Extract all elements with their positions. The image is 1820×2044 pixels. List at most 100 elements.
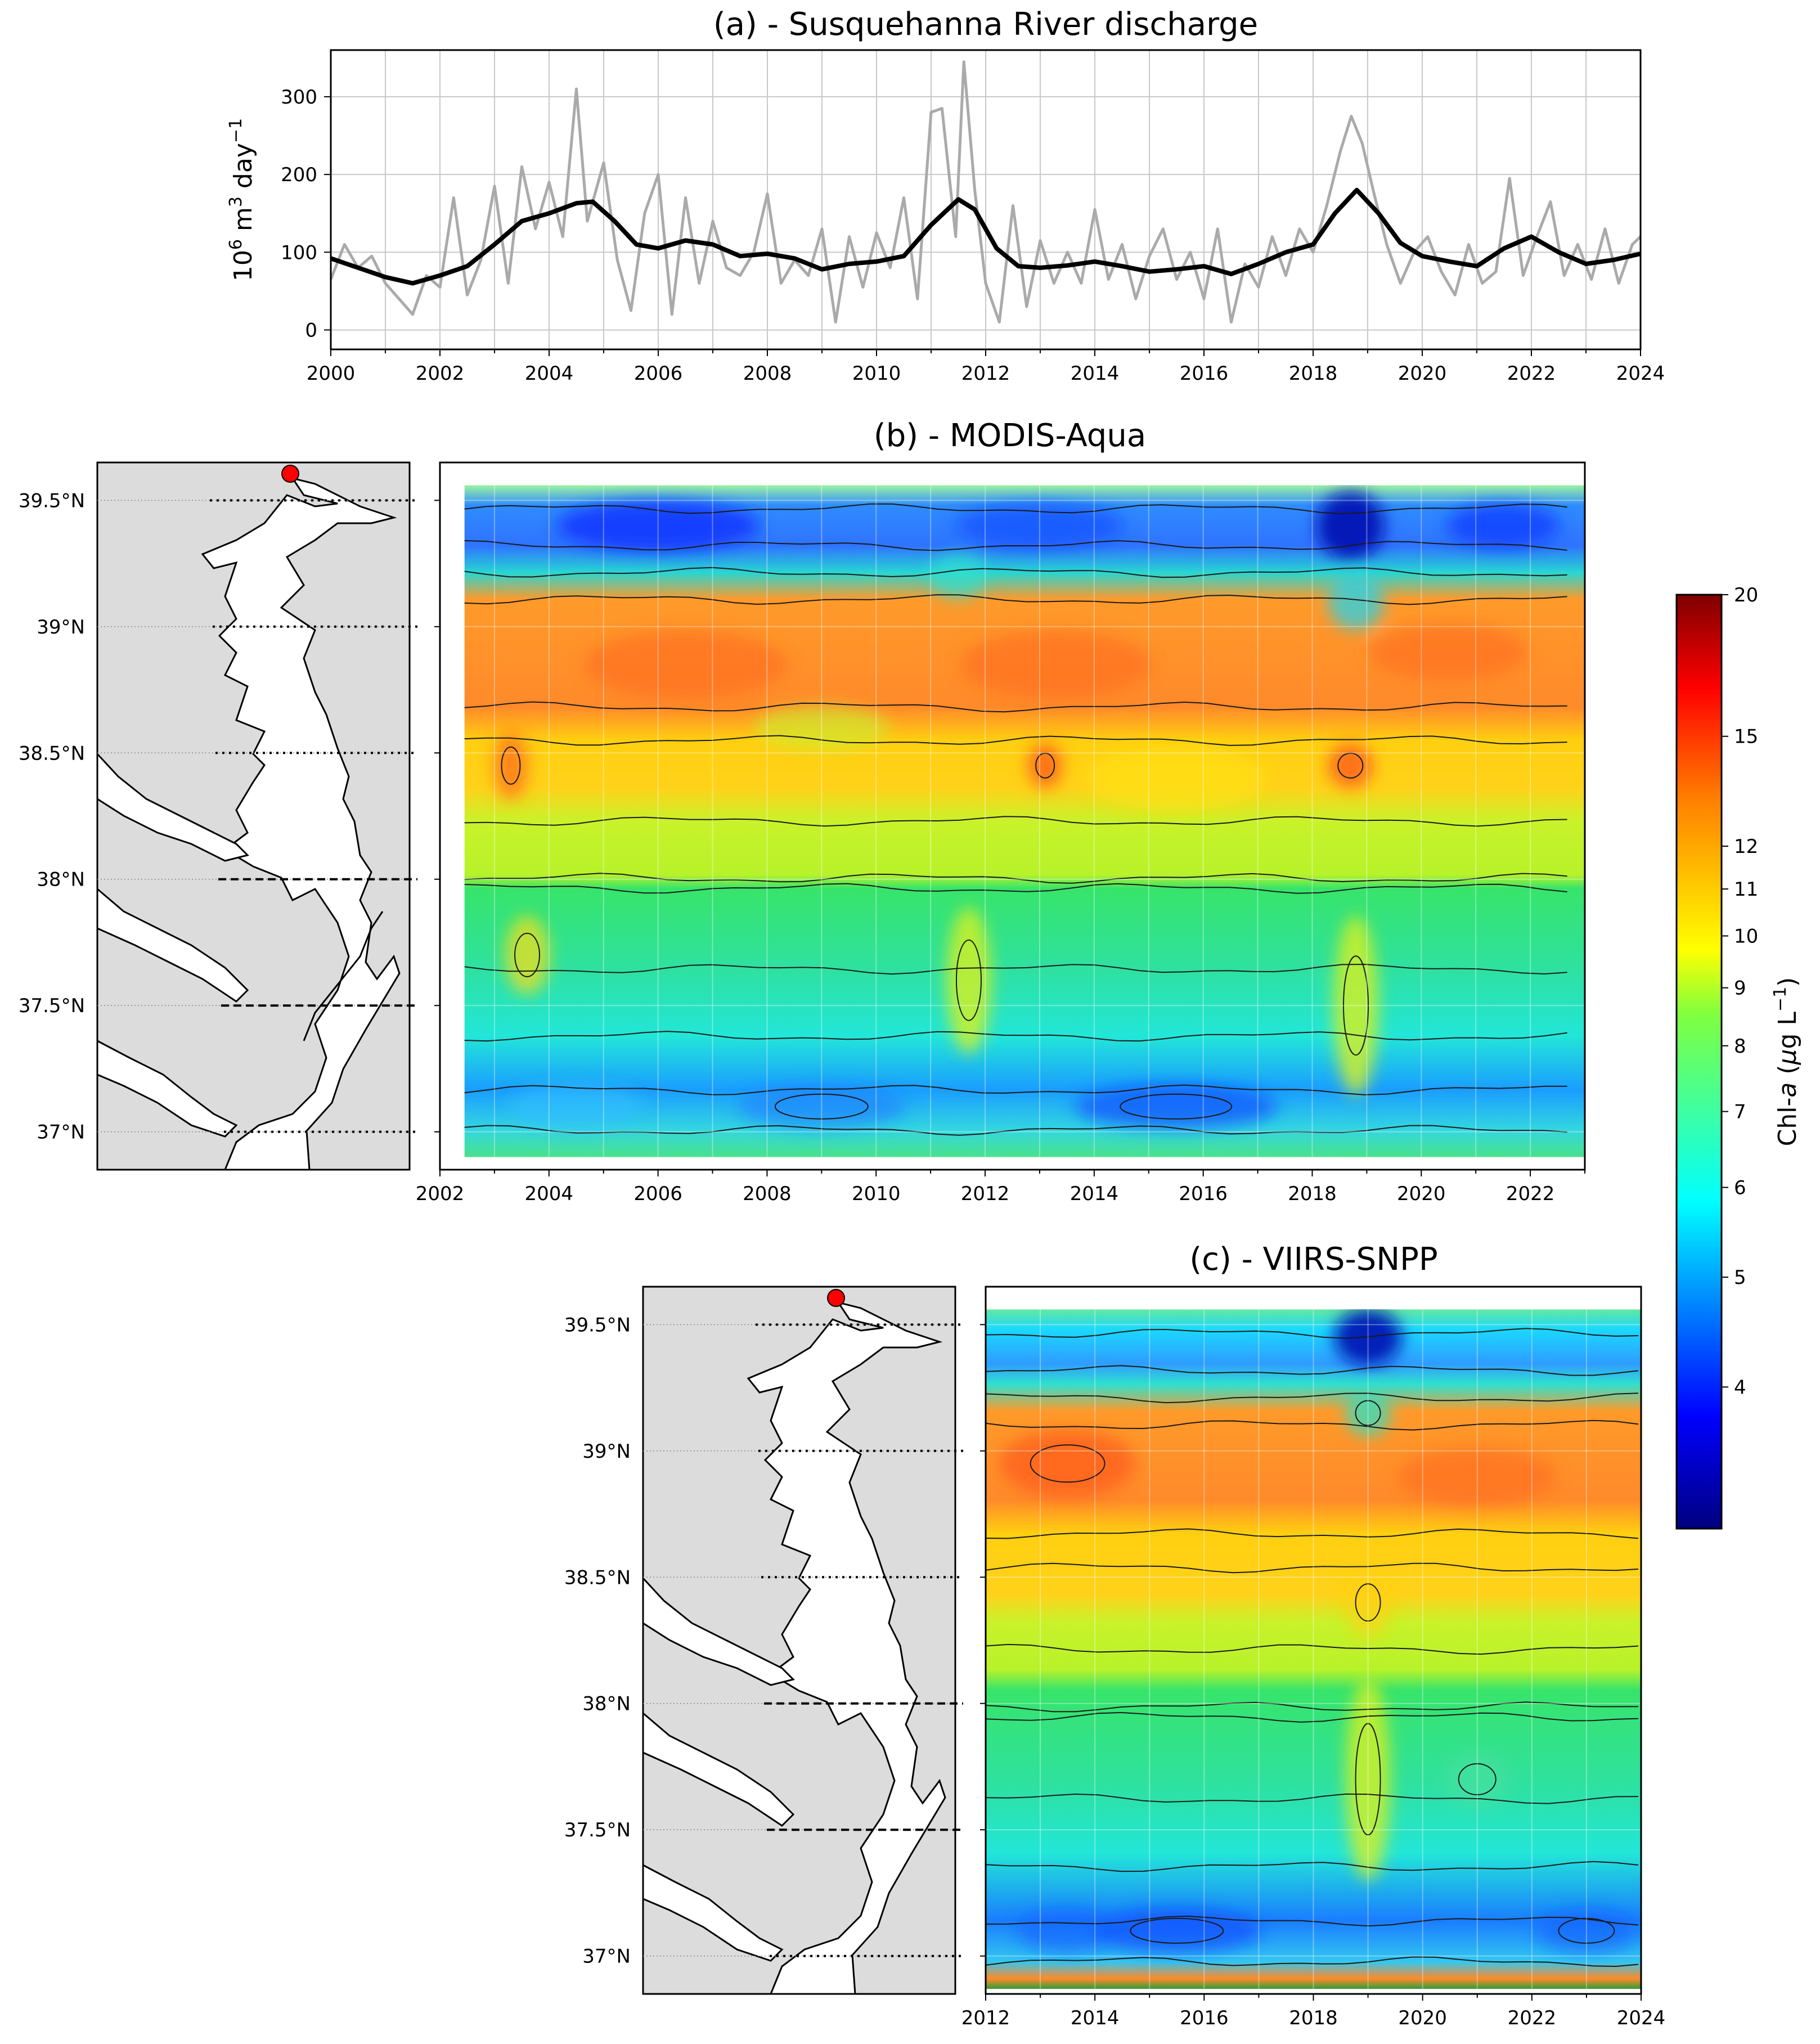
x-tick-label: 2020 (1398, 2007, 1447, 2029)
x-tick-label: 2012 (961, 362, 1010, 385)
y-tick-label: 38.5°N (564, 1566, 631, 1589)
y-tick-label: 200 (281, 164, 317, 186)
panel-a-ylabel: 106 m3 day−1 (226, 118, 258, 281)
contour-line (464, 701, 1567, 713)
heatmap-anomaly (1446, 503, 1560, 549)
contour-ring (1458, 1763, 1497, 1795)
colorbar-tick-label: 10 (1734, 926, 1758, 948)
x-tick-label: 2016 (1179, 1183, 1228, 1205)
heatmap-anomaly (960, 631, 1152, 699)
discharge-panel: (a) - Susquehanna River discharge 0 100 20… (226, 6, 1665, 385)
x-tick-label: 2024 (1617, 2007, 1666, 2029)
contour-ring (1355, 1400, 1381, 1426)
heatmap-anomalies (1000, 1309, 1637, 1953)
contour-ring (1120, 1093, 1233, 1120)
contour-ring (1558, 1917, 1615, 1944)
y-tick-label: 37.5°N (19, 995, 85, 1017)
panel-c-title: (c) - VIIRS-SNPP (1189, 1241, 1437, 1278)
x-tick-label: 2014 (1071, 2007, 1120, 2029)
modis-panel: (b) - MODIS-Aqua 39.5°N 39°N 38.5°N 38°N 37.… (19, 417, 1586, 1205)
x-tick-label: 2004 (525, 362, 574, 385)
colorbar-tick-label: 6 (1734, 1176, 1746, 1199)
map-lat-lines-b: 39.5°N 39°N 38.5°N 38°N 37.5°N 37°N (19, 489, 417, 1144)
contour-ring (774, 1093, 869, 1120)
y-tick-label: 39.5°N (19, 489, 85, 512)
colorbar-tick-label: 15 (1734, 726, 1758, 748)
y-tick-label: 0 (305, 319, 317, 342)
contour-line (986, 1562, 1639, 1574)
colorbar-tick-label: 11 (1734, 878, 1758, 901)
heatmap-anomaly (1000, 1430, 1135, 1498)
contour-ring (1130, 1917, 1224, 1944)
y-tick-label: 100 (281, 241, 317, 264)
contour-ring (1030, 1444, 1106, 1483)
x-tick-label: 2018 (1289, 362, 1338, 385)
heatmap-anomaly (1075, 1084, 1278, 1129)
contour-ring (1355, 1723, 1381, 1836)
heatmap-anomaly (493, 731, 528, 799)
contour-line (464, 540, 1567, 551)
x-tick-label: 2012 (961, 2007, 1010, 2029)
x-tick-label: 2022 (1508, 2007, 1557, 2029)
contour-line (986, 1365, 1639, 1376)
x-tick-label: 2014 (1070, 1183, 1119, 1205)
x-tick-label: 2006 (633, 1183, 682, 1205)
y-tick-label: 38.5°N (19, 742, 85, 765)
western-rivers-b (96, 752, 249, 1138)
panel-b-title: (b) - MODIS-Aqua (874, 417, 1146, 454)
heatmap-anomaly (1345, 1569, 1391, 1637)
heatmap-anomaly (1316, 492, 1385, 560)
colorbar-tick-label: 7 (1734, 1101, 1746, 1124)
y-tick-label: 39°N (37, 616, 85, 639)
contour-lines (986, 1328, 1639, 1967)
contour-line (986, 1793, 1639, 1804)
contour-line (464, 735, 1567, 746)
contour-ring (955, 939, 982, 1021)
x-tick-label: 2018 (1288, 1183, 1337, 1205)
colorbar-label: Chl-a (μg L−1) (1770, 977, 1802, 1147)
colorbar-tick-label: 4 (1734, 1376, 1746, 1399)
contour-line (986, 1392, 1639, 1404)
y-tick-label: 38°N (37, 869, 85, 891)
contour-line (986, 1711, 1639, 1723)
x-tick-label: 2022 (1506, 1183, 1555, 1205)
contour-line (986, 1956, 1639, 1967)
river-mouth-marker-b (281, 465, 299, 483)
heatmap-anomaly (1086, 744, 1266, 812)
contour-line (464, 816, 1567, 827)
eastern-shore-b (303, 911, 384, 1041)
contour-line (464, 594, 1567, 605)
heatmap-anomaly (1017, 1908, 1118, 1953)
x-tick-label: 2014 (1071, 362, 1120, 385)
river-mouth-marker-c (827, 1289, 845, 1307)
panel-a-ticks: 0 100 200 300 2000 2002 2004 2006 2008 2010 2012 20… (281, 86, 1665, 385)
x-tick-label: 2022 (1507, 362, 1556, 385)
x-tick-label: 2010 (852, 362, 901, 385)
map-inset-b: 39.5°N 39°N 38.5°N 38°N 37.5°N 37°N (19, 461, 417, 1171)
contour-line (986, 1643, 1639, 1655)
colorbar-ticks: 4 5 6 7 8 9 10 11 12 15 20 (1722, 584, 1758, 1399)
contour-line (986, 1419, 1639, 1431)
heatmap-anomaly (1398, 1448, 1556, 1504)
contour-line (464, 1031, 1567, 1042)
heatmap-anomaly (1345, 1390, 1391, 1436)
panel-a-lines (329, 60, 1642, 324)
x-tick-label: 2004 (525, 1183, 574, 1205)
colorbar-tick-label: 5 (1734, 1266, 1746, 1289)
y-tick-label: 37°N (582, 1946, 631, 1968)
contour-ring (1337, 752, 1364, 779)
x-tick-label: 2000 (307, 362, 356, 385)
contour-ring (1035, 752, 1055, 779)
x-tick-label: 2002 (416, 1183, 465, 1205)
x-tick-label: 2018 (1289, 2007, 1338, 2029)
heatmap-anomalies (493, 492, 1560, 1129)
y-tick-label: 39.5°N (564, 1314, 631, 1336)
colorbar-tick-label: 8 (1734, 1035, 1746, 1058)
contour-ring (501, 746, 521, 785)
x-tick-label: 2006 (634, 362, 683, 385)
y-tick-label: 300 (281, 86, 317, 109)
x-tick-label: 2024 (1616, 362, 1665, 385)
contour-ring (514, 932, 541, 977)
heatmap-anomaly (754, 705, 889, 751)
contour-line (464, 503, 1567, 515)
